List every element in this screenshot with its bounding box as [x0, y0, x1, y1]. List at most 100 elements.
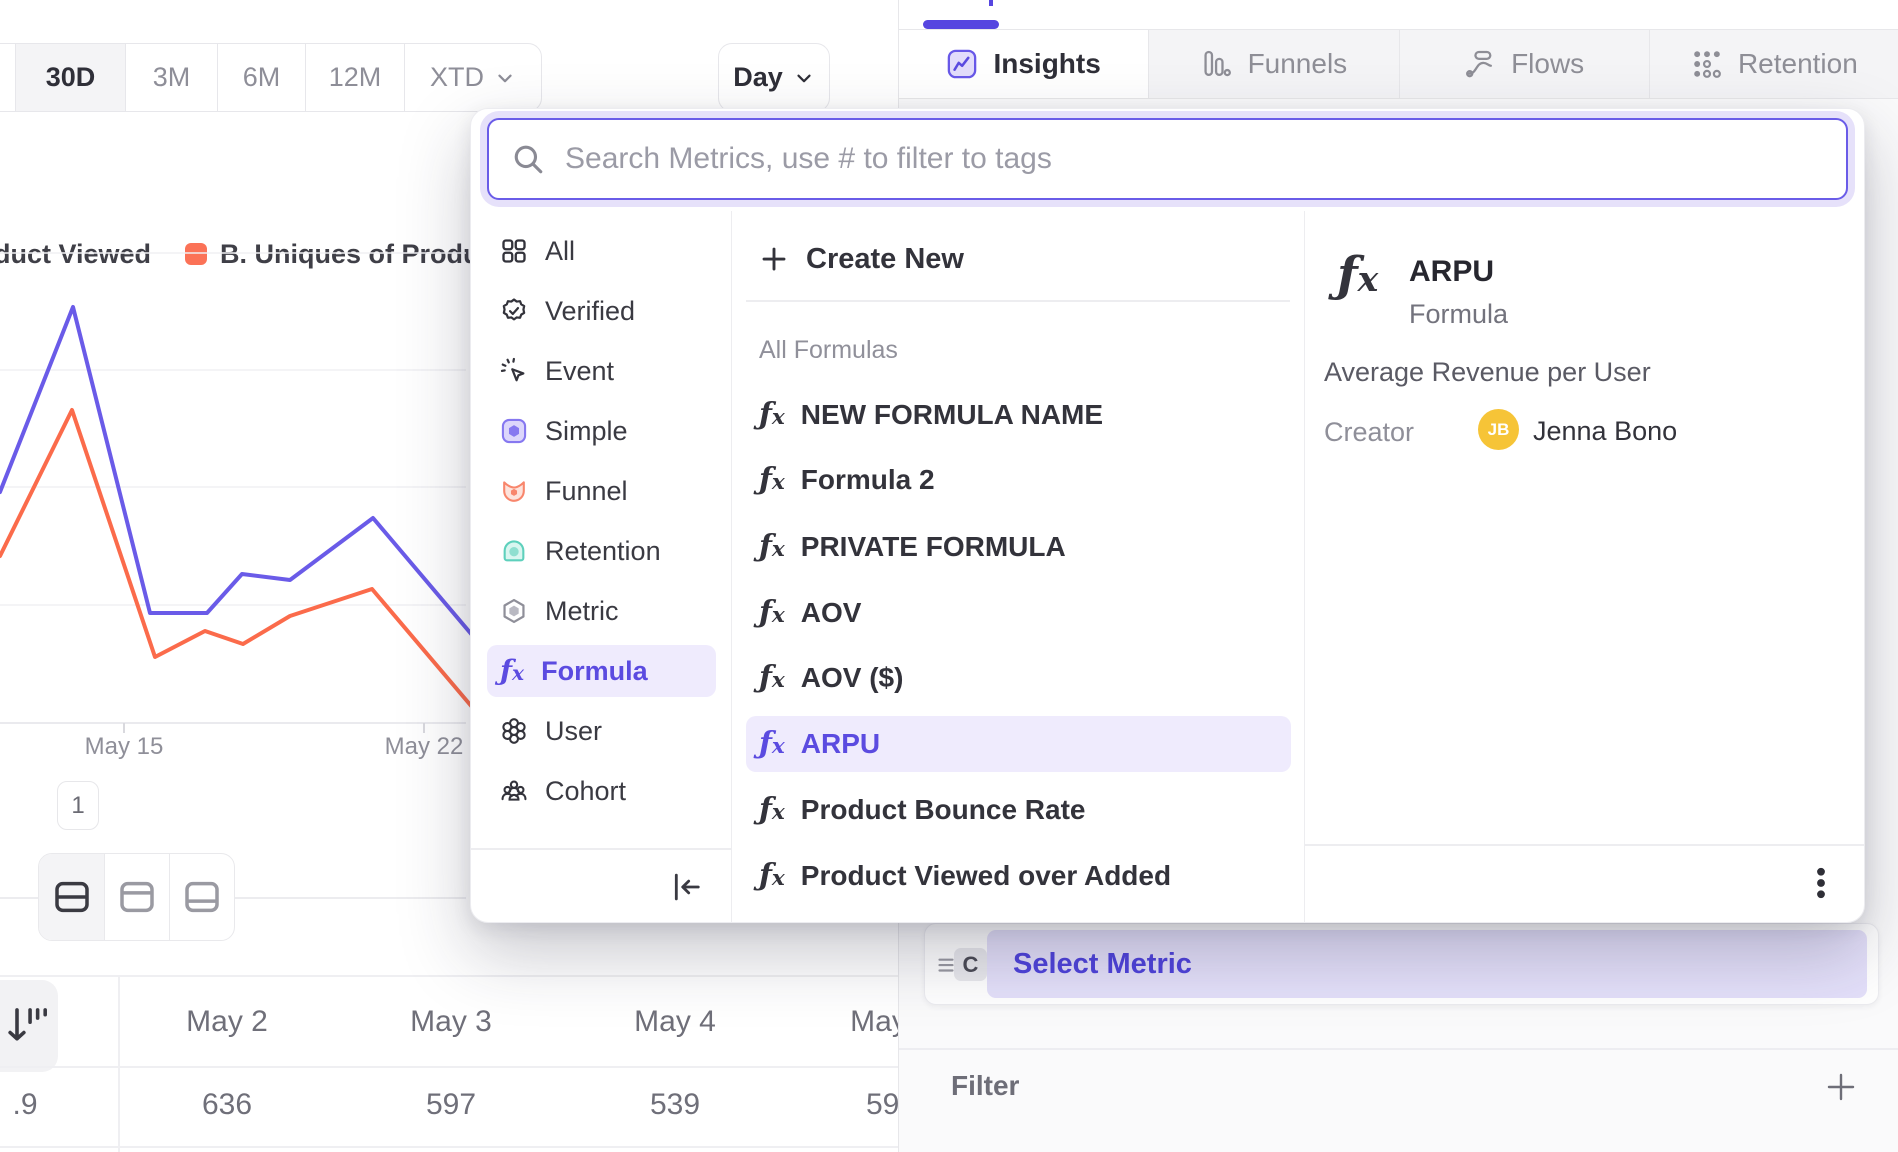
sidebar-item-funnel[interactable]: Funnel — [487, 465, 716, 517]
time-range-group: 30D 3M 6M 12M XTD — [0, 43, 542, 112]
sidebar-item-event[interactable]: Event — [487, 345, 716, 397]
create-new-button[interactable]: Create New — [759, 231, 964, 287]
sidebar-item-retention[interactable]: Retention — [487, 525, 716, 577]
sidebar-item-label: Verified — [545, 295, 636, 326]
fx-icon: ƒx — [759, 660, 785, 695]
sidebar-item-label: Cohort — [545, 775, 627, 806]
tab-insights[interactable]: Insights — [899, 30, 1149, 98]
plus-thin-icon — [1824, 1070, 1858, 1104]
time-range-3m[interactable]: 3M — [125, 44, 217, 111]
legend-chip — [185, 243, 208, 265]
table-header-cell[interactable]: May 3 — [410, 1005, 492, 1038]
layout-split-icon — [52, 877, 92, 917]
interval-dropdown[interactable]: Day — [718, 43, 830, 112]
select-metric-button[interactable]: Select Metric — [987, 930, 1867, 998]
table-border — [0, 975, 898, 977]
time-range-xtd[interactable]: XTD — [404, 44, 541, 111]
table-header-cell[interactable]: May 2 — [186, 1005, 268, 1038]
category-sidebar: All Verified Event Simple Funnel Retention Met… — [471, 211, 732, 922]
sidebar-item-metric[interactable]: Metric — [487, 585, 716, 637]
formula-item-product-viewed-over-added[interactable]: ƒx Product Viewed over Added — [746, 848, 1291, 904]
formula-item-label: Product Bounce Rate — [800, 794, 1086, 825]
add-filter-button[interactable] — [1824, 1070, 1858, 1104]
cursor-click-icon — [500, 357, 528, 385]
time-range-6m[interactable]: 6M — [217, 44, 305, 111]
sidebar-divider — [471, 848, 731, 850]
table-header-cell[interactable]: May 5 — [850, 1005, 898, 1038]
collapse-sidebar-button[interactable] — [667, 867, 707, 907]
sidebar-item-label: Event — [545, 355, 615, 386]
kebab-menu-icon — [1803, 865, 1839, 901]
table-cell-clipped: .9 — [12, 1088, 38, 1121]
formula-item-product-bounce-rate[interactable]: ƒx Product Bounce Rate — [746, 782, 1291, 838]
formula-item-new-formula-name[interactable]: ƒx NEW FORMULA NAME — [746, 387, 1291, 443]
layout-top-panel-button[interactable] — [104, 854, 169, 940]
formula-item-arpu[interactable]: ƒx ARPU — [746, 716, 1291, 772]
sidebar-item-user[interactable]: User — [487, 705, 716, 757]
search-icon — [511, 142, 545, 176]
time-range-12m[interactable]: 12M — [305, 44, 404, 111]
pagination-page-button[interactable]: 1 — [57, 781, 99, 830]
metric-row-card: C Select Metric — [924, 923, 1879, 1005]
formula-item-formula-2[interactable]: ƒx Formula 2 — [746, 452, 1291, 508]
time-range-label: 3M — [152, 62, 191, 92]
search-input[interactable] — [563, 141, 1846, 177]
active-tab-indicator-tick — [989, 0, 993, 6]
sort-descending-icon[interactable] — [6, 1003, 50, 1047]
time-range-30d[interactable]: 30D — [15, 44, 125, 111]
formula-item-label: Product Viewed over Added — [800, 860, 1172, 891]
plus-icon — [759, 244, 789, 274]
sort-column-pill[interactable] — [0, 980, 58, 1072]
table-value-cell: 596 — [865, 1088, 898, 1121]
search-icon — [511, 142, 545, 176]
layout-toggle-group — [38, 853, 235, 941]
more-options-button[interactable] — [1801, 863, 1841, 903]
retention-tab-icon — [1691, 48, 1723, 80]
tab-flows[interactable]: Flows — [1398, 30, 1649, 98]
detail-title: ARPU — [1409, 255, 1495, 288]
drag-handle-icon — [933, 951, 959, 977]
creator-avatar: JB — [1478, 409, 1519, 450]
formula-item-aov-[interactable]: ƒx AOV ($) — [746, 650, 1291, 706]
fx-icon: ƒx — [759, 858, 785, 893]
detail-description: Average Revenue per User — [1324, 357, 1651, 387]
sidebar-item-all[interactable]: All — [487, 225, 716, 277]
sidebar-item-cohort[interactable]: Cohort — [487, 765, 716, 817]
formula-item-aov[interactable]: ƒx AOV — [746, 585, 1291, 641]
metric-detail-panel: ƒx ARPU Formula Average Revenue per User… — [1305, 211, 1864, 922]
fx-icon: ƒx — [759, 397, 785, 432]
sidebar-item-label: Funnel — [545, 475, 628, 506]
list-section-label: All Formulas — [759, 336, 898, 364]
formula-item-private-formula[interactable]: ƒx PRIVATE FORMULA — [746, 519, 1291, 575]
create-new-label: Create New — [806, 242, 964, 275]
table-border — [0, 1146, 898, 1148]
layout-bottom-panel-button[interactable] — [169, 854, 234, 940]
time-range-label: 12M — [328, 62, 382, 92]
tab-retention[interactable]: Retention — [1648, 30, 1898, 98]
tab-funnels[interactable]: Funnels — [1148, 30, 1398, 98]
drag-handle-icon[interactable] — [933, 951, 959, 977]
sidebar-item-label: User — [545, 715, 603, 746]
fx-icon: ƒx — [759, 529, 785, 564]
layout-split-horizontal-button[interactable] — [39, 854, 104, 940]
flows-icon — [1464, 48, 1496, 80]
creator-label: Creator — [1324, 417, 1415, 447]
tab-label: Insights — [993, 48, 1101, 79]
table-header-cell[interactable]: May 4 — [634, 1005, 716, 1038]
detail-type-label: Formula — [1409, 299, 1509, 329]
report-tab-bar: Insights Funnels Flows Retention — [899, 29, 1898, 99]
layout-bottom-icon — [182, 877, 222, 917]
grid-icon — [500, 237, 528, 265]
time-range-label: XTD — [430, 62, 484, 92]
sidebar-item-verified[interactable]: Verified — [487, 285, 716, 337]
sidebar-item-formula[interactable]: ƒx Formula — [487, 645, 716, 697]
sort-desc-icon — [6, 1003, 50, 1047]
tab-label: Funnels — [1247, 48, 1348, 79]
table-value-cell: 636 — [201, 1088, 253, 1121]
funnel-metric-icon — [500, 477, 528, 505]
formula-item-label: Formula 2 — [800, 464, 935, 495]
sidebar-item-label: All — [545, 235, 576, 266]
insights-icon — [946, 48, 978, 80]
sidebar-item-simple[interactable]: Simple — [487, 405, 716, 457]
